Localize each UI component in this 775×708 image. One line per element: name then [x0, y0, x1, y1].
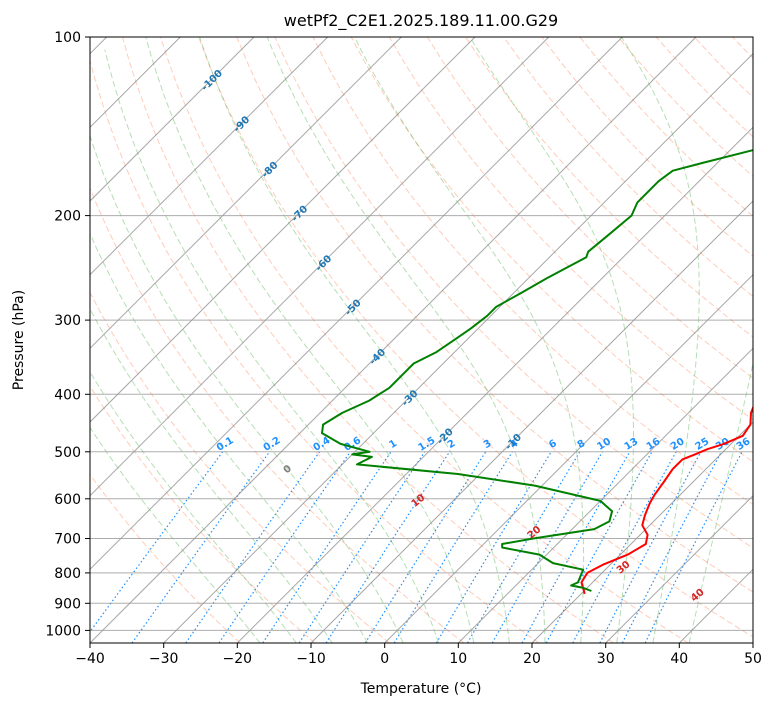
isotherm: [605, 494, 753, 643]
dry-adiabat: [312, 37, 753, 506]
mixing-ratio-label: 8: [576, 438, 588, 451]
moist-adiabat: [90, 232, 369, 643]
y-tick-label: 700: [54, 532, 81, 548]
y-tick-label: 300: [54, 313, 81, 329]
moist-adiabat: [621, 37, 700, 643]
plot-background: [90, 37, 753, 643]
profile-series: [321, 149, 753, 595]
mixing-ratio-label: 1: [387, 438, 399, 451]
isotherm: [90, 37, 255, 202]
y-tick-label: 900: [54, 596, 81, 612]
moist-adiabat: [104, 49, 439, 643]
isotherm: [310, 200, 753, 643]
isotherm: [384, 273, 753, 643]
mixing-ratio-line: [298, 451, 426, 643]
mixing-ratio-line: [521, 451, 631, 643]
dry-adiabat: [274, 37, 753, 549]
y-axis-title: Pressure (hPa): [11, 290, 27, 390]
dry-adiabat: [236, 37, 753, 593]
mixing-ratio-line: [545, 451, 653, 643]
x-tick-label: 10: [449, 651, 467, 667]
mixing-ratio-line: [185, 451, 321, 643]
dry-adiabat: [90, 385, 316, 643]
y-tick-label: 500: [54, 445, 81, 461]
chart-title: wetPf2_C2E1.2025.189.11.00.G29: [284, 11, 558, 31]
mixing-ratio-label: 4: [509, 438, 521, 451]
dry-adiabat: [121, 37, 614, 643]
mixing-ratio-line: [218, 451, 351, 643]
isotherm: [90, 37, 329, 276]
y-tick-label: 400: [54, 387, 81, 403]
dry-adiabat: [503, 37, 753, 297]
isotherm: [236, 126, 753, 643]
y-axis: 100 200 300 400 500 600 700 800 900 1000: [45, 30, 90, 639]
y-tick-label: 100: [54, 30, 81, 46]
moist-adiabat: [199, 37, 510, 643]
x-tick-label: 30: [597, 651, 615, 667]
mixing-ratio-line: [572, 451, 677, 643]
x-tick-label: 0: [380, 651, 389, 667]
moist-adiabat: [266, 37, 546, 643]
dry-adiabat: [90, 186, 465, 643]
mixing-ratio-line: [644, 451, 743, 643]
y-tick-label: 1000: [45, 623, 81, 639]
isotherm: [531, 421, 753, 643]
moist-adiabat: [145, 37, 475, 643]
mixing-ratio-label: 6: [547, 438, 559, 451]
mixing-ratio-line: [435, 451, 552, 643]
mixing-ratio-line: [364, 451, 487, 643]
mixing-ratio-line: [131, 451, 271, 643]
mixing-ratio-label: 2: [446, 438, 458, 451]
dry-adiabat: [90, 291, 390, 643]
isotherm: [90, 37, 550, 497]
dewpoint-line: [321, 149, 753, 592]
dry-adiabat: [90, 58, 540, 643]
y-tick-label: 800: [54, 566, 81, 582]
mixing-ratio-line: [90, 451, 224, 633]
moist-adiabat: [90, 134, 404, 643]
mixing-ratio-label: 3: [482, 438, 494, 451]
moist-adiabat: [90, 426, 261, 643]
plot-frame: [89, 36, 754, 644]
mixing-ratio-line: [262, 451, 392, 643]
x-tick-label: 20: [523, 651, 541, 667]
grid-layer: [90, 37, 775, 643]
x-tick-label: −30: [149, 651, 179, 667]
y-tick-label: 200: [54, 209, 81, 225]
x-tick-label: 50: [744, 651, 762, 667]
isotherm: [90, 37, 402, 350]
dry-adiabat: [160, 37, 689, 643]
isotherm: [457, 347, 753, 643]
temperature-line: [580, 405, 753, 595]
x-tick-label: −10: [296, 651, 326, 667]
moist-adiabat: [354, 37, 585, 643]
x-axis: −40 −30 −20 −10 0 10 20 30 40 50: [75, 643, 762, 667]
isotherm: [90, 37, 697, 643]
isotherm: [163, 52, 753, 643]
dry-adiabat: [90, 473, 241, 643]
dry-adiabat: [771, 37, 775, 643]
isotherm: [752, 642, 753, 643]
x-axis-title: Temperature (°C): [360, 681, 482, 697]
dry-adiabat: [465, 37, 753, 338]
y-tick-label: 600: [54, 492, 81, 508]
isotherm: [90, 37, 623, 571]
x-tick-label: −20: [223, 651, 253, 667]
isotherm: [90, 37, 476, 423]
x-tick-label: −40: [75, 651, 105, 667]
dry-adiabat: [388, 37, 753, 421]
x-tick-label: 40: [670, 651, 688, 667]
mixing-ratio-line: [599, 451, 702, 643]
dry-adiabat: [350, 37, 753, 463]
mixing-ratio-line: [325, 451, 451, 643]
